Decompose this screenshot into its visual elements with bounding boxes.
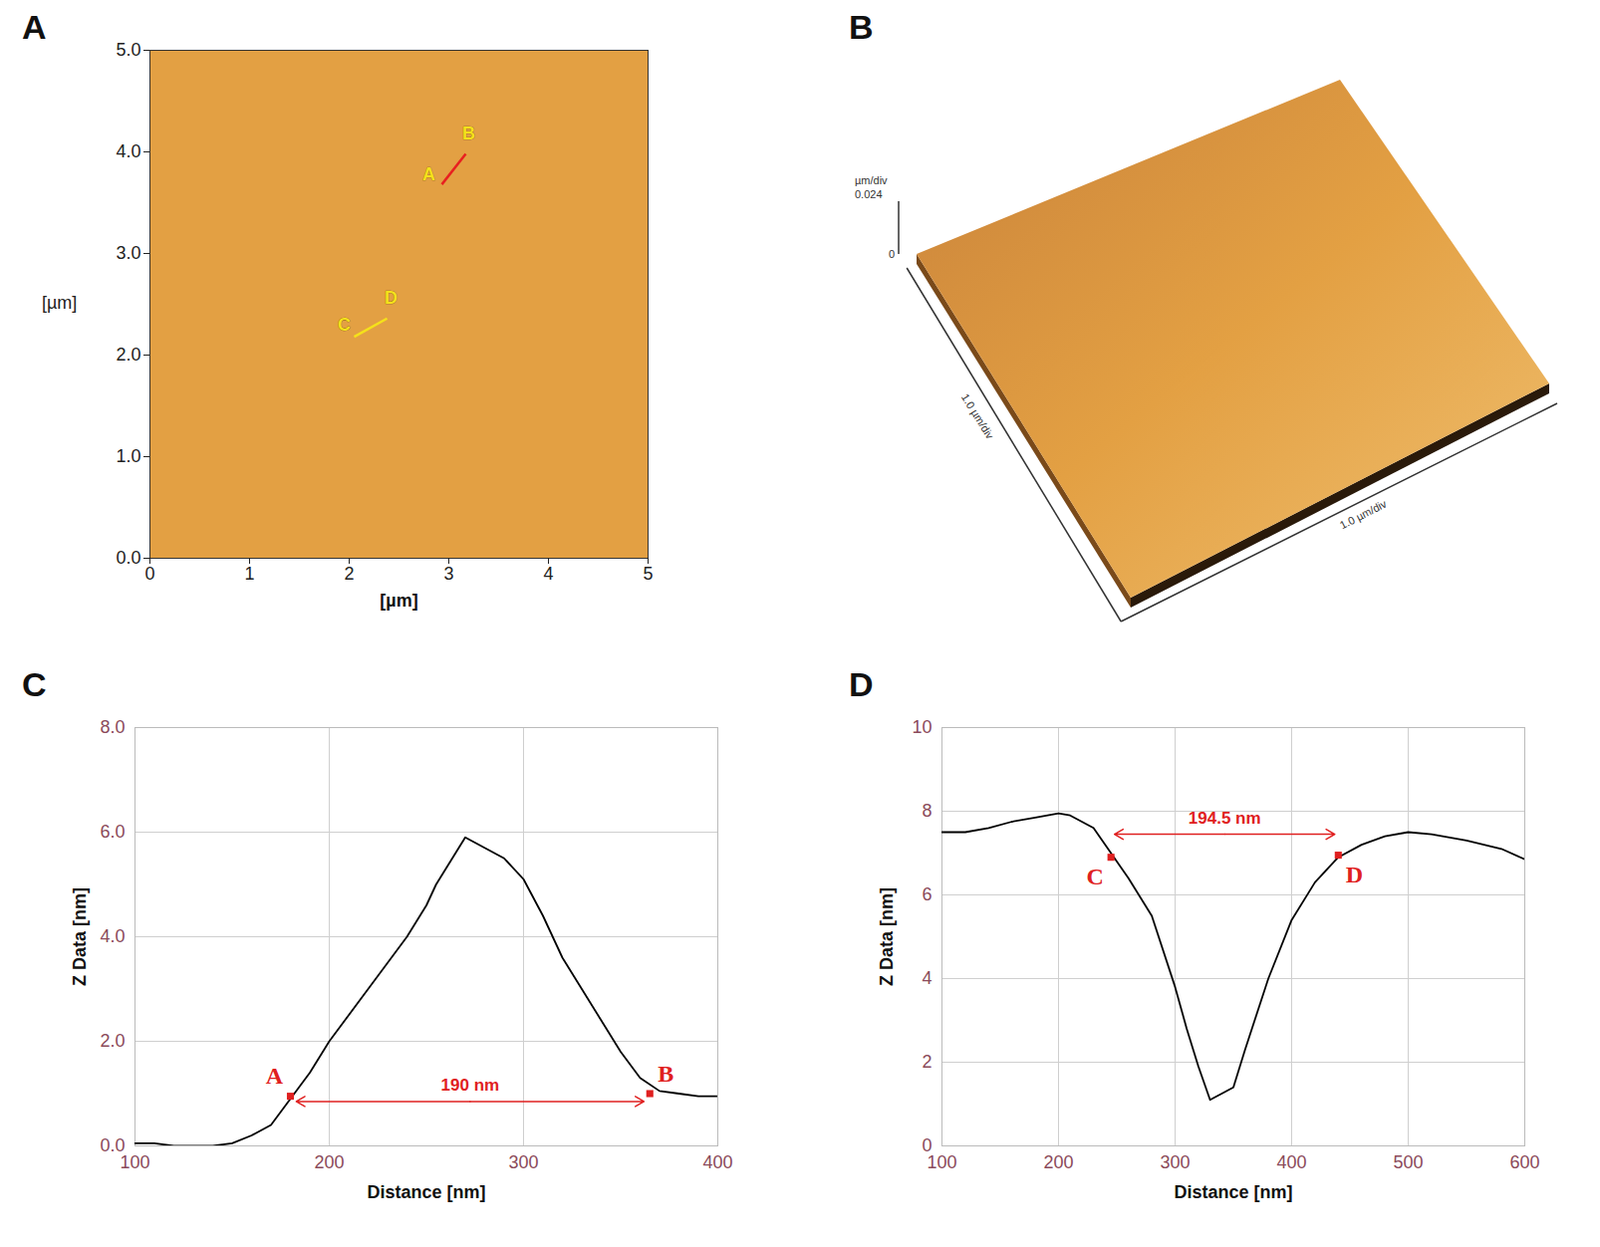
- svg-text:1: 1: [244, 563, 255, 584]
- svg-text:400: 400: [1276, 1152, 1307, 1173]
- svg-text:200: 200: [1043, 1152, 1073, 1173]
- svg-text:5.0: 5.0: [115, 39, 141, 60]
- svg-text:0.024: 0.024: [854, 188, 883, 201]
- svg-text:4.0: 4.0: [99, 926, 125, 947]
- svg-text:6: 6: [921, 884, 932, 905]
- svg-text:10: 10: [911, 717, 932, 738]
- svg-text:5: 5: [642, 563, 653, 584]
- html-text:C: C: [21, 665, 47, 704]
- svg-text:200: 200: [313, 1152, 344, 1173]
- svg-text:300: 300: [508, 1152, 538, 1173]
- svg-text:0: 0: [888, 248, 895, 261]
- svg-text:500: 500: [1392, 1152, 1423, 1173]
- svg-text:µm/div: µm/div: [854, 174, 888, 187]
- svg-text:3.0: 3.0: [115, 243, 141, 264]
- svg-text:Distance [nm]: Distance [nm]: [1173, 1182, 1293, 1203]
- svg-text:3: 3: [443, 563, 454, 584]
- svg-text:B: B: [462, 123, 476, 144]
- svg-text:2: 2: [343, 563, 354, 584]
- svg-text:C: C: [1085, 863, 1103, 890]
- svg-text:600: 600: [1509, 1152, 1540, 1173]
- svg-text:194.5 nm: 194.5 nm: [1188, 808, 1262, 828]
- svg-text:100: 100: [926, 1152, 957, 1173]
- html-text:A: A: [21, 7, 47, 46]
- svg-text:8.0: 8.0: [99, 717, 125, 738]
- svg-text:0.0: 0.0: [115, 547, 141, 568]
- svg-text:0: 0: [144, 563, 155, 584]
- svg-text:2.0: 2.0: [99, 1031, 125, 1052]
- svg-text:4.0: 4.0: [115, 141, 141, 162]
- html-text:B: B: [848, 7, 874, 46]
- svg-text:8: 8: [921, 800, 932, 821]
- svg-text:4: 4: [542, 563, 553, 584]
- svg-text:0: 0: [921, 1135, 932, 1156]
- svg-text:4: 4: [921, 968, 932, 989]
- svg-text:A: A: [422, 164, 436, 185]
- svg-text:D: D: [384, 287, 398, 308]
- svg-text:2.0: 2.0: [115, 344, 141, 365]
- svg-text:1.0 µm/div: 1.0 µm/div: [959, 391, 997, 442]
- html-text:D: D: [848, 665, 874, 704]
- html-text:[µm]: [µm]: [41, 292, 78, 313]
- svg-text:Z Data [nm]: Z Data [nm]: [69, 887, 90, 987]
- svg-text:2: 2: [921, 1052, 932, 1072]
- svg-text:1.0: 1.0: [115, 446, 141, 467]
- svg-text:1.0 µm/div: 1.0 µm/div: [1337, 497, 1389, 532]
- svg-text:400: 400: [702, 1152, 733, 1173]
- svg-text:190 nm: 190 nm: [441, 1075, 501, 1095]
- svg-text:C: C: [337, 314, 351, 335]
- svg-text:[µm]: [µm]: [379, 590, 418, 611]
- svg-text:100: 100: [119, 1152, 150, 1173]
- svg-text:0.0: 0.0: [99, 1135, 125, 1156]
- svg-text:Distance [nm]: Distance [nm]: [366, 1182, 486, 1203]
- svg-text:6.0: 6.0: [99, 821, 125, 842]
- svg-text:300: 300: [1159, 1152, 1190, 1173]
- svg-text:D: D: [1345, 861, 1363, 888]
- svg-text:B: B: [657, 1061, 674, 1087]
- svg-text:Z Data [nm]: Z Data [nm]: [876, 887, 897, 987]
- svg-text:A: A: [266, 1063, 284, 1089]
